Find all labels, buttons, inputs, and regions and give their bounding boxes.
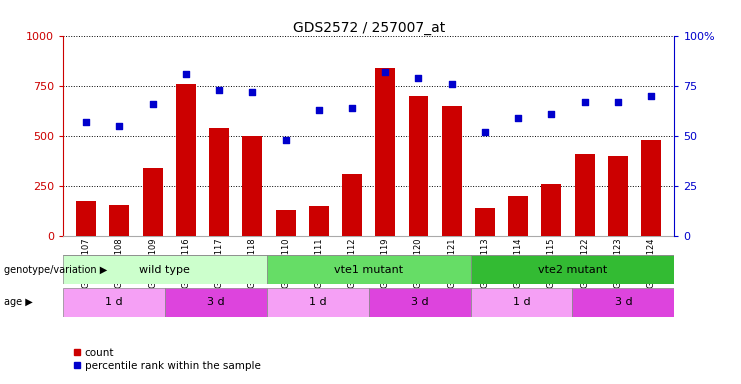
Point xyxy=(479,129,491,136)
Point xyxy=(545,111,557,118)
Bar xyxy=(471,255,674,284)
Bar xyxy=(309,206,329,236)
Bar xyxy=(442,106,462,236)
Bar xyxy=(471,288,572,317)
Text: 3 d: 3 d xyxy=(411,297,428,308)
Bar xyxy=(165,288,267,317)
Text: genotype/variation ▶: genotype/variation ▶ xyxy=(4,265,107,275)
Bar xyxy=(276,210,296,236)
Point xyxy=(247,89,259,96)
Text: 1 d: 1 d xyxy=(513,297,531,308)
Point xyxy=(579,99,591,106)
Point xyxy=(313,107,325,113)
Bar xyxy=(143,168,163,236)
Text: 3 d: 3 d xyxy=(207,297,225,308)
Bar xyxy=(572,288,674,317)
Point xyxy=(612,99,624,106)
Text: 1 d: 1 d xyxy=(309,297,327,308)
Text: 1 d: 1 d xyxy=(105,297,123,308)
Point xyxy=(413,75,425,81)
Bar xyxy=(508,196,528,236)
Text: 3 d: 3 d xyxy=(614,297,632,308)
Bar xyxy=(542,184,562,236)
Point xyxy=(512,115,524,121)
Bar xyxy=(63,288,165,317)
Bar xyxy=(267,255,471,284)
Bar xyxy=(408,96,428,236)
Point xyxy=(180,71,192,78)
Bar xyxy=(475,208,495,236)
Text: age ▶: age ▶ xyxy=(4,297,33,308)
Bar xyxy=(110,205,130,236)
Text: vte2 mutant: vte2 mutant xyxy=(538,265,607,275)
Title: GDS2572 / 257007_at: GDS2572 / 257007_at xyxy=(293,22,445,35)
Bar xyxy=(342,174,362,236)
Bar xyxy=(267,288,368,317)
Text: wild type: wild type xyxy=(139,265,190,275)
Point xyxy=(279,137,291,143)
Text: vte1 mutant: vte1 mutant xyxy=(334,265,403,275)
Bar xyxy=(209,128,229,236)
Bar xyxy=(368,288,471,317)
Bar xyxy=(641,140,661,236)
Point xyxy=(645,93,657,99)
Point xyxy=(80,119,92,126)
Point xyxy=(113,123,125,129)
Bar xyxy=(574,154,594,236)
Point xyxy=(346,105,358,111)
Point xyxy=(213,87,225,93)
Bar xyxy=(242,136,262,236)
Bar xyxy=(63,255,267,284)
Legend: count, percentile rank within the sample: count, percentile rank within the sample xyxy=(68,344,265,375)
Point xyxy=(147,101,159,108)
Bar xyxy=(608,156,628,236)
Bar xyxy=(76,201,96,236)
Bar xyxy=(375,68,395,236)
Bar xyxy=(176,84,196,236)
Point xyxy=(379,70,391,76)
Point xyxy=(446,81,458,88)
